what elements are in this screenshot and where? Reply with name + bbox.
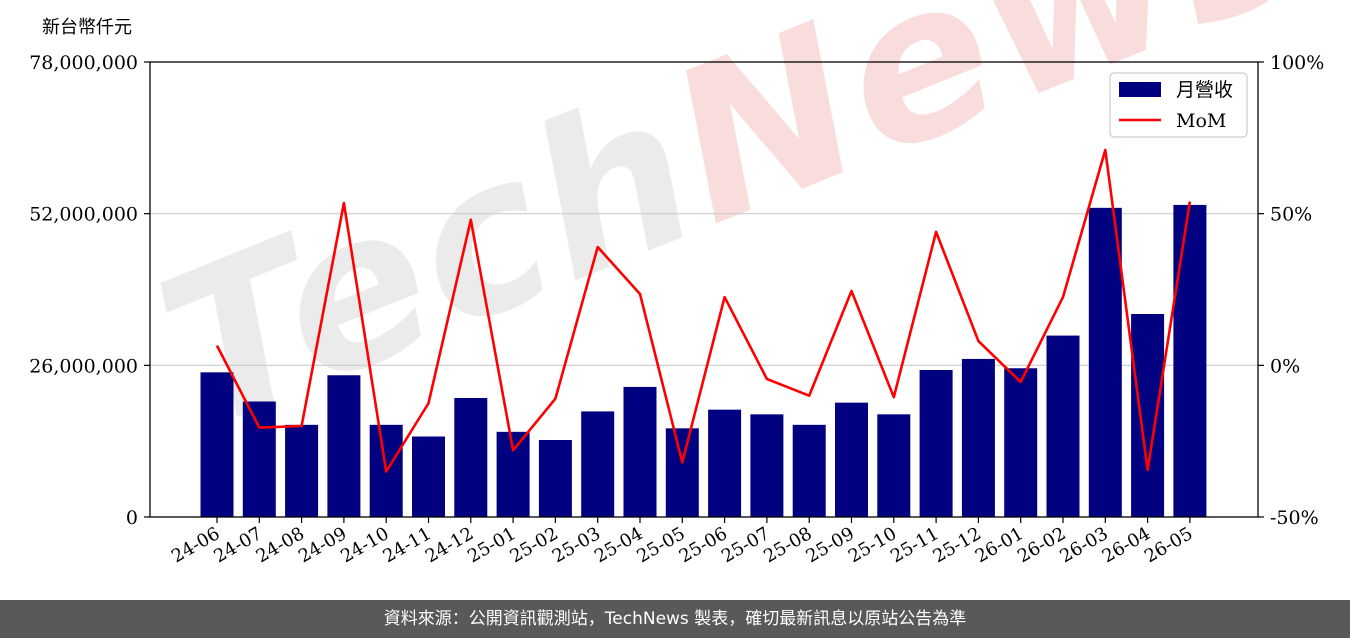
revenue-bar-25-04	[623, 386, 657, 517]
right-tick-label-0: -50%	[1270, 507, 1319, 529]
revenue-bar-24-12	[454, 398, 488, 517]
revenue-bar-24-08	[285, 424, 319, 517]
revenue-bar-25-10	[877, 414, 911, 517]
revenue-bar-26-02	[1046, 335, 1080, 517]
revenue-bar-25-08	[792, 424, 826, 517]
revenue-bar-25-12	[961, 358, 995, 517]
revenue-bar-25-09	[835, 402, 868, 517]
revenue-bar-26-04	[1131, 314, 1165, 517]
revenue-bar-26-03	[1088, 207, 1122, 518]
plot-frame	[149, 61, 1259, 518]
mom-line	[215, 148, 1192, 473]
revenue-bar-25-05	[665, 428, 699, 517]
source-footer: 資料來源：公開資訊觀測站，TechNews 製表，確切最新訊息以原站公告為準	[0, 600, 1350, 638]
revenue-bar-25-11	[919, 370, 953, 517]
right-tick-label-1: 0%	[1270, 355, 1300, 377]
legend-bar-label: 月營收	[1176, 79, 1233, 101]
revenue-bar-24-06	[200, 372, 234, 517]
left-tick-label-1: 26,000,000	[29, 355, 138, 377]
revenue-bar-24-07	[242, 401, 276, 517]
y-axis-label: 新台幣仟元	[42, 17, 132, 38]
revenue-bar-25-07	[750, 414, 784, 517]
revenue-chart: 0 26,000,000 52,000,000 78,000,000 -50% 0% 50%…	[29, 17, 1324, 567]
left-tick-label-0: 0	[126, 507, 138, 529]
right-tick-label-2: 50%	[1270, 204, 1312, 226]
revenue-bar-25-03	[581, 411, 615, 517]
revenue-bar-26-01	[1004, 368, 1038, 517]
x-tick-label-26-05: 26-05	[1141, 523, 1196, 567]
left-tick-label-2: 52,000,000	[29, 204, 138, 226]
right-tick-label-3: 100%	[1270, 52, 1324, 74]
revenue-bar-25-06	[708, 409, 742, 517]
revenue-bar-25-02	[538, 440, 572, 517]
revenue-bar-26-05	[1173, 204, 1207, 517]
revenue-bar-24-09	[327, 375, 361, 517]
legend-line-label: MoM	[1176, 110, 1226, 132]
left-tick-label-3: 78,000,000	[29, 52, 138, 74]
revenue-bar-24-11	[412, 436, 445, 517]
legend-bar-swatch	[1119, 82, 1161, 97]
